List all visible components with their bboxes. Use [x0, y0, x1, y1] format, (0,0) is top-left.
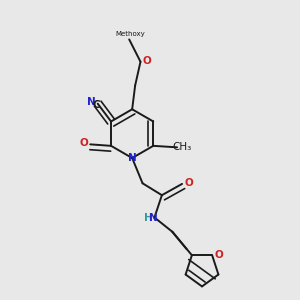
Text: Methoxy: Methoxy	[116, 31, 146, 37]
Text: N: N	[87, 97, 95, 107]
Text: N: N	[149, 213, 158, 223]
Text: H: H	[143, 213, 152, 224]
Text: O: O	[184, 178, 193, 188]
Text: O: O	[214, 250, 223, 260]
Text: C: C	[92, 100, 100, 110]
Text: O: O	[143, 56, 152, 66]
Text: O: O	[79, 139, 88, 148]
Text: CH₃: CH₃	[172, 142, 191, 152]
Text: N: N	[128, 153, 136, 163]
